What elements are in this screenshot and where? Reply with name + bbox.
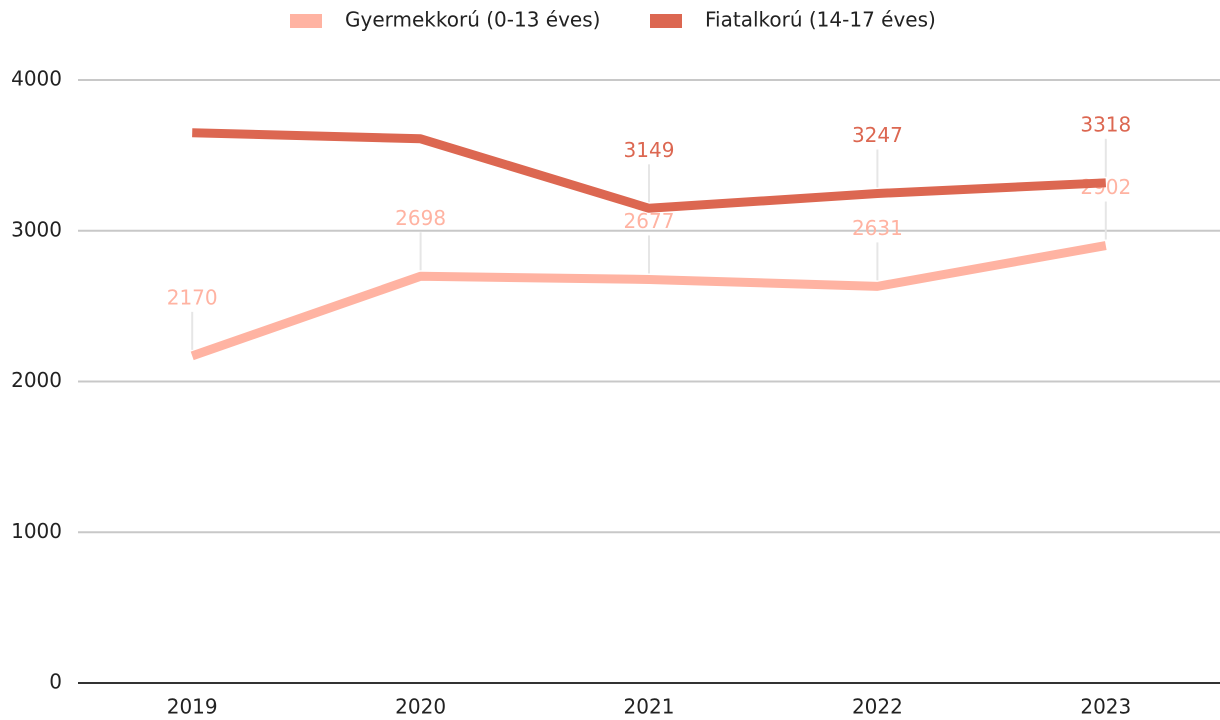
data-label: 2698: [395, 206, 446, 230]
x-tick-label: 2023: [1080, 695, 1131, 719]
x-tick-label: 2019: [167, 695, 218, 719]
y-tick-label: 2000: [11, 368, 62, 392]
y-tick-label: 3000: [11, 217, 62, 241]
data-label: 3247: [852, 123, 903, 147]
legend-swatch: [290, 14, 322, 28]
y-tick-label: 1000: [11, 519, 62, 543]
y-tick-label: 0: [49, 670, 62, 694]
x-tick-label: 2022: [852, 695, 903, 719]
x-tick-label: 2021: [624, 695, 675, 719]
data-label: 2677: [624, 209, 675, 233]
x-tick-label: 2020: [395, 695, 446, 719]
data-label: 3149: [624, 138, 675, 162]
series-line: [190, 241, 1107, 361]
legend-label: Fiatalkorú (14-17 éves): [705, 8, 936, 32]
data-label: 3318: [1080, 112, 1131, 136]
data-label: 2170: [167, 285, 218, 309]
y-tick-label: 4000: [11, 67, 62, 91]
series-line: [192, 128, 1107, 213]
legend-label: Gyermekkorú (0-13 éves): [345, 8, 600, 32]
legend-swatch: [650, 14, 682, 28]
data-label: 2631: [852, 216, 903, 240]
